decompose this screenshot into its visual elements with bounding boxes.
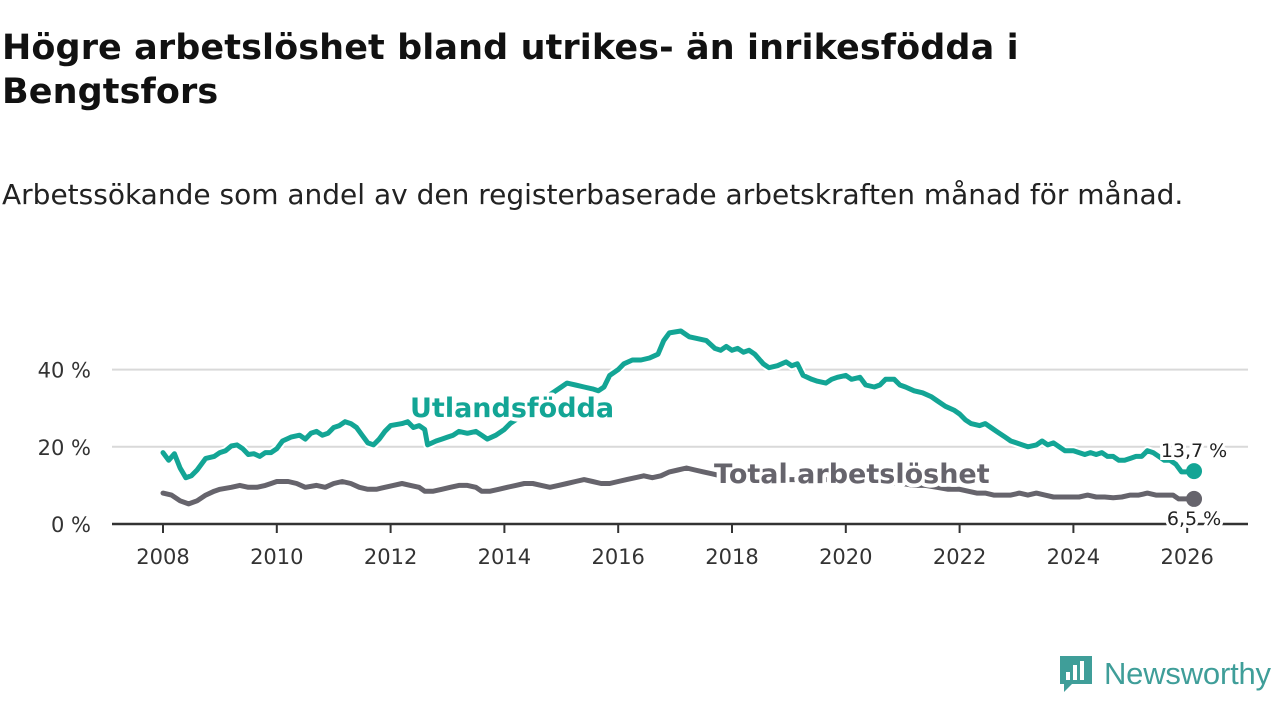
series-end-point-utlandsfodda [1186, 463, 1203, 480]
x-tick-label: 2018 [705, 545, 758, 569]
series-line-halo-utlandsfodda [158, 326, 1199, 483]
y-tick-label: 20 % [38, 436, 91, 460]
series-line-utlandsfodda [160, 328, 1197, 481]
newsworthy-brand-name: Newsworthy [1104, 656, 1271, 691]
newsworthy-logo-icon [1060, 656, 1092, 692]
series-line-total-arbetsloshet [160, 465, 1197, 507]
y-tick-label: 0 % [51, 513, 91, 537]
x-tick-label: 2010 [250, 545, 303, 569]
x-tick-label: 2008 [136, 545, 189, 569]
series-label-utlandsfodda: Utlandsfödda [410, 393, 614, 424]
chart-subtitle: Arbetssökande som andel av den registerb… [2, 178, 1184, 211]
end-value-total-arbetsloshet: 6,5 % [1167, 508, 1221, 530]
x-tick-label: 2024 [1047, 545, 1100, 569]
x-tick-label: 2012 [364, 545, 417, 569]
y-tick-label: 40 % [38, 359, 91, 383]
x-tick-label: 2014 [478, 545, 531, 569]
series-lines [158, 326, 1203, 509]
end-value-utlandsfodda: 13,7 % [1161, 440, 1227, 462]
axes: 0 % 20 % 40 % 2008 2010 2012 2014 2016 2018 2020 2… [38, 359, 1248, 569]
series-end-point-total-arbetsloshet [1186, 490, 1203, 507]
x-tick-label: 2020 [819, 545, 872, 569]
series-labels: Utlandsfödda Total arbetslöshet 13,7 % 6,5 … [406, 389, 1230, 533]
x-tick-label: 2016 [591, 545, 644, 569]
x-tick-label: 2026 [1160, 545, 1213, 569]
newsworthy-logo: Newsworthy [1058, 654, 1271, 694]
gridlines [112, 368, 1248, 448]
series-label-total-arbetsloshet: Total arbetslöshet [714, 459, 990, 490]
x-tick-label: 2022 [933, 545, 986, 569]
chart-title: Högre arbetslöshet bland utrikes- än inr… [2, 28, 1019, 112]
